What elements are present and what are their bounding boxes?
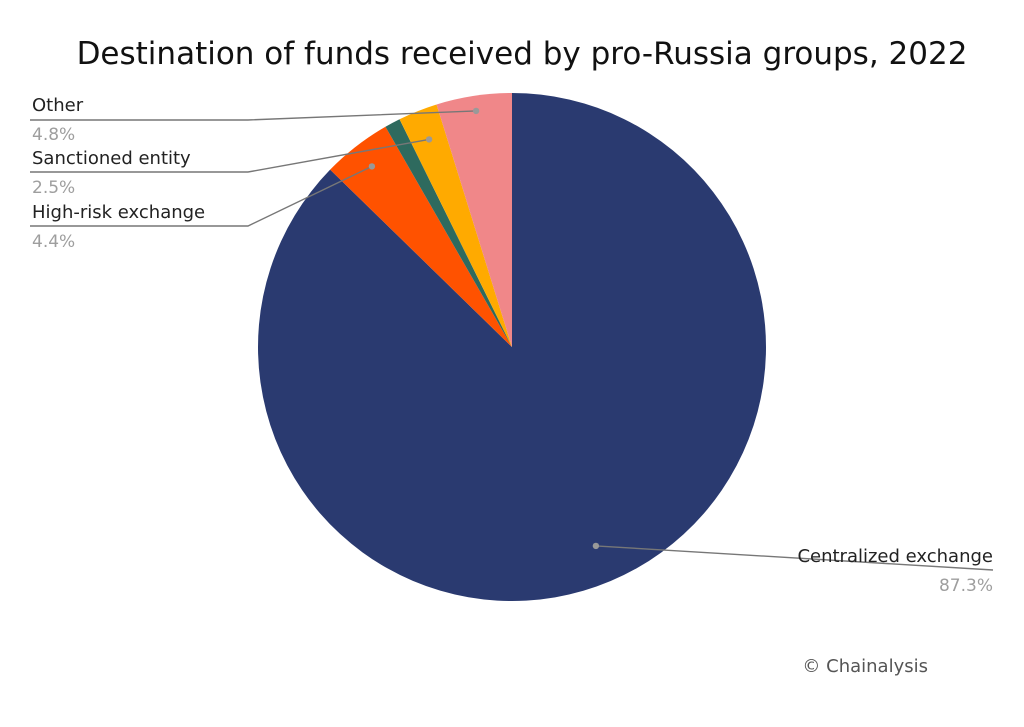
slice-value-other: 4.8% [32, 125, 75, 145]
leader-line-centralized-exchange [595, 545, 994, 571]
slice-label-other: Other [32, 95, 84, 116]
pie-slice-centralized-exchange [258, 92, 767, 601]
slice-label-sanctioned-entity: Sanctioned entity [32, 148, 191, 169]
leader-dot-sanctioned-entity [425, 136, 433, 143]
slice-label-centralized-exchange: Centralized exchange [797, 546, 993, 567]
pie-slice-sanctioned-entity [399, 104, 512, 348]
leader-dot-other [472, 107, 480, 115]
copyright-text: © Chainalysis [802, 656, 928, 677]
slice-value-high-risk-exchange: 4.4% [32, 232, 75, 252]
leader-line-sanctioned-entity [30, 138, 430, 173]
pie-slice-other [436, 93, 512, 347]
slice-labels: Centralized exchange 87.3% High-risk excha… [32, 95, 993, 596]
leader-dot-high-risk-exchange [368, 163, 376, 170]
pie-slices [258, 92, 767, 601]
leader-dot-centralized-exchange [592, 542, 600, 550]
chart-title: Destination of funds received by pro-Rus… [77, 36, 968, 72]
slice-leader-lines [30, 107, 994, 571]
slice-value-centralized-exchange: 87.3% [939, 576, 993, 596]
pie-slice-high-risk-exchange [330, 126, 512, 347]
slice-value-sanctioned-entity: 2.5% [32, 178, 75, 198]
slice-label-high-risk-exchange: High-risk exchange [32, 202, 205, 223]
leader-line-other [30, 110, 477, 121]
pie-slice-unlabeled-2 [385, 119, 512, 347]
leader-line-high-risk-exchange [30, 165, 373, 227]
